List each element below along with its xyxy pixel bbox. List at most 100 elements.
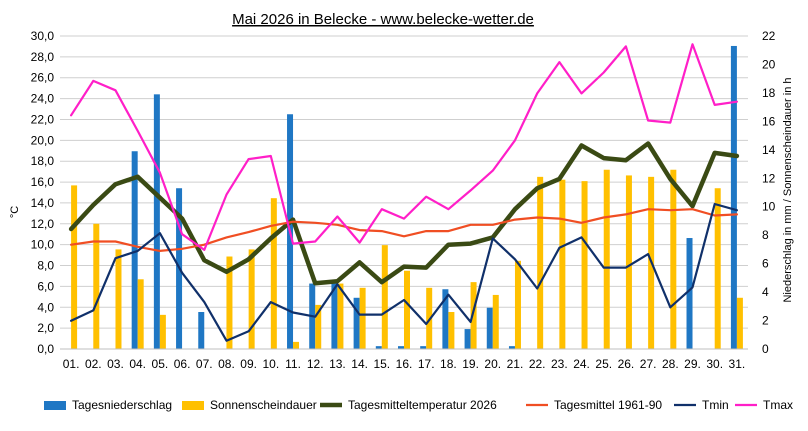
right-tick-label: 18	[762, 86, 776, 100]
bar-sonnenscheindauer	[448, 312, 455, 349]
bar-sonnenscheindauer	[137, 279, 144, 349]
x-tick-label: 18.	[440, 357, 457, 371]
left-tick-label: 6,0	[37, 279, 54, 293]
x-tick-label: 16.	[396, 357, 413, 371]
bar-tagesniederschlag	[353, 297, 360, 349]
bar-tagesniederschlag	[464, 329, 471, 349]
bar-sonnenscheindauer	[293, 341, 300, 349]
bar-tagesniederschlag	[398, 346, 404, 349]
line-tagesmitteltemperatur-2026	[68, 141, 740, 286]
bar-sonnenscheindauer	[625, 175, 632, 349]
legend-entry: Tagesmittel 1961-90	[526, 398, 662, 412]
left-tick-label: 28,0	[31, 50, 55, 64]
bar-sonnenscheindauer	[381, 245, 388, 349]
right-tick-label: 22	[762, 29, 776, 43]
bar-sonnenscheindauer	[270, 198, 277, 349]
bar-tagesniederschlag	[730, 45, 737, 349]
y-axis-label-right: Niederschlag in mm / Sonnenscheindauer i…	[782, 77, 794, 302]
right-tick-label: 2	[762, 314, 769, 328]
right-tick-label: 8	[762, 228, 769, 242]
bar-sonnenscheindauer	[226, 256, 233, 349]
x-tick-label: 07.	[196, 357, 213, 371]
bar-tagesniederschlag	[486, 307, 493, 349]
bar-sonnenscheindauer	[714, 188, 721, 349]
bar-sonnenscheindauer	[404, 270, 410, 349]
x-tick-label: 10.	[262, 357, 279, 371]
bar-sonnenscheindauer	[248, 249, 255, 349]
x-tick-label: 13.	[329, 357, 346, 371]
right-tick-label: 20	[762, 57, 776, 71]
legend-label: Tagesmittel 1961-90	[554, 398, 662, 412]
bar-sonnenscheindauer	[93, 223, 100, 349]
bar-sonnenscheindauer	[470, 282, 477, 349]
right-tick-label: 0	[762, 342, 769, 356]
x-tick-label: 28.	[662, 357, 679, 371]
left-tick-label: 18,0	[31, 154, 55, 168]
right-tick-label: 14	[762, 143, 776, 157]
left-tick-label: 30,0	[31, 29, 55, 43]
bar-tagesniederschlag	[375, 346, 382, 349]
left-tick-label: 10,0	[31, 238, 55, 252]
axes: 0,0 2,0 4,0 6,0 8,0 10,0 12,0 14,0 16,0 18,0 20,0 2…	[31, 29, 776, 371]
x-tick-label: 06.	[174, 357, 191, 371]
bar-sonnenscheindauer	[359, 287, 366, 349]
bar-sonnenscheindauer	[159, 314, 166, 349]
x-tick-label: 09.	[240, 357, 257, 371]
legend-entry: Tmax	[735, 398, 793, 412]
x-tick-label: 19.	[462, 357, 479, 371]
legend-entry: Sonnenscheindauer	[182, 398, 317, 412]
x-tick-label: 14.	[351, 357, 368, 371]
x-tick-label: 01.	[63, 357, 80, 371]
x-tick-label: 02.	[85, 357, 102, 371]
x-tick-label: 15.	[373, 357, 390, 371]
x-tick-label: 05.	[152, 357, 169, 371]
legend-label: Tmax	[763, 398, 793, 412]
x-tick-label: 31.	[729, 357, 746, 371]
chart-title: Mai 2026 in Belecke - www.belecke-wetter…	[232, 11, 534, 28]
bar-tagesniederschlag	[131, 151, 138, 349]
legend-label: Tmin	[702, 398, 729, 412]
y-axis-label-left: °C	[9, 206, 21, 218]
x-tick-label: 29.	[684, 357, 701, 371]
right-tick-label: 10	[762, 200, 776, 214]
left-tick-label: 16,0	[31, 175, 55, 189]
bar-tagesniederschlag	[686, 238, 693, 349]
legend-swatch	[44, 401, 66, 410]
bar-tagesniederschlag	[508, 346, 515, 349]
bar-sonnenscheindauer	[337, 283, 344, 349]
x-tick-label: 23.	[551, 357, 568, 371]
left-tick-label: 2,0	[37, 321, 54, 335]
bar-sonnenscheindauer	[559, 179, 566, 349]
x-tick-label: 17.	[418, 357, 435, 371]
legend-entry: Tmin	[674, 398, 729, 412]
x-tick-label: 11.	[285, 357, 301, 371]
right-tick-label: 16	[762, 114, 776, 128]
bar-sonnenscheindauer	[514, 260, 521, 349]
legend-label: Tagesmitteltemperatur 2026	[348, 398, 497, 412]
bar-tagesniederschlag	[198, 312, 205, 349]
x-tick-label: 21.	[507, 357, 524, 371]
right-tick-label: 4	[762, 285, 769, 299]
bar-sonnenscheindauer	[315, 304, 322, 349]
legend-label: Sonnenscheindauer	[210, 398, 317, 412]
bar-sonnenscheindauer	[71, 185, 78, 349]
bar-sonnenscheindauer	[581, 181, 588, 349]
x-tick-label: 22.	[529, 357, 546, 371]
x-tick-label: 08.	[218, 357, 235, 371]
bar-sonnenscheindauer	[492, 294, 499, 349]
x-tick-label: 20.	[484, 357, 501, 371]
lines	[68, 43, 740, 342]
x-tick-label: 25.	[595, 357, 612, 371]
right-tick-label: 12	[762, 171, 776, 185]
left-tick-label: 8,0	[37, 259, 54, 273]
legend: Tagesniederschlag Sonnenscheindauer Tagesm…	[44, 398, 793, 412]
bar-sonnenscheindauer	[603, 169, 610, 349]
bar-tagesniederschlag	[442, 289, 449, 349]
bar-sonnenscheindauer	[115, 249, 122, 349]
x-tick-label: 26.	[618, 357, 635, 371]
left-tick-label: 4,0	[37, 300, 54, 314]
line-tmax	[69, 43, 739, 251]
legend-entry: Tagesniederschlag	[44, 398, 172, 412]
left-tick-label: 14,0	[31, 196, 55, 210]
